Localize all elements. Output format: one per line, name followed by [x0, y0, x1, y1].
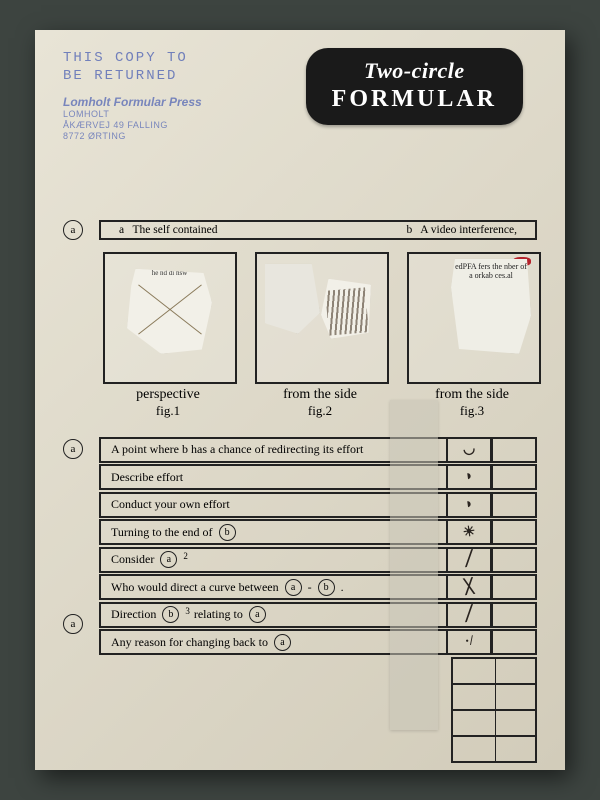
inline-circle-icon: a: [160, 551, 177, 568]
figure-2: from the side fig.2: [255, 252, 385, 419]
hand-mark-icon: ╱: [464, 551, 475, 569]
scribble-icon: [325, 287, 369, 335]
hand-mark-icon: ·/: [464, 634, 475, 651]
inline-circle-icon: b: [219, 524, 236, 541]
torn-collage-2a: [265, 264, 320, 334]
inline-circle-icon: a: [285, 579, 302, 596]
row-end-cell: [491, 437, 537, 463]
row-mark-cell: ╳: [446, 574, 491, 600]
row-text: Describe effort: [111, 470, 183, 485]
row-mark-cell: ◡: [446, 437, 491, 463]
row-end-cell: [491, 602, 537, 628]
title-badge: Two-circle FORMULAR: [306, 48, 523, 125]
tail-text: .: [341, 580, 344, 595]
torn-collage-1: he nd di nsw: [127, 269, 212, 354]
row-mark-cell: ·/: [446, 629, 491, 655]
fig2-sub: fig.2: [255, 403, 385, 419]
row-text: Consider: [111, 552, 154, 567]
figure-1: he nd di nsw perspective fig.1: [103, 252, 233, 419]
row-end-cell: [491, 629, 537, 655]
blank-row: [451, 711, 537, 737]
form-row: Any reason for changing back to a ·/: [99, 629, 537, 655]
heading-right: b A video interference,: [407, 224, 518, 236]
blank-row: [451, 685, 537, 711]
bullet-a-icon: a: [63, 439, 83, 459]
form-row: Who would direct a curve between a - b . ╳: [99, 574, 537, 600]
heading-left: a The self contained: [119, 224, 217, 236]
blank-row: [451, 657, 537, 685]
row-end-cell: [491, 464, 537, 490]
title-line-1: Two-circle: [332, 58, 497, 84]
figure-3: edPFA fers the nber of a orkab ces.al fr…: [407, 252, 537, 419]
row-text: Direction: [111, 607, 156, 622]
tape-overlay: [390, 400, 438, 730]
row-text: A point where b has a chance of redirect…: [111, 442, 363, 457]
inline-circle-icon: a: [249, 606, 266, 623]
blank-row: [451, 737, 537, 763]
bullet-a-icon: a: [63, 614, 83, 634]
fig1-caption: perspective: [103, 387, 233, 403]
row-end-cell: [491, 492, 537, 518]
hand-mark-icon: ◗: [464, 496, 475, 513]
form-row: Turning to the end of b ☀: [99, 519, 537, 545]
hand-mark-icon: ╱: [464, 606, 475, 624]
row-mark-cell: ☀: [446, 519, 491, 545]
row-mark-cell: ╱: [446, 547, 491, 573]
dash-text: -: [308, 580, 312, 595]
inline-circle-icon: b: [318, 579, 335, 596]
inline-circle-icon: a: [274, 634, 291, 651]
form-table: a a A point where b has a chance of redi…: [63, 437, 537, 763]
form-row: Consider a2 ╱: [99, 547, 537, 573]
table-body: A point where b has a chance of redirect…: [99, 437, 537, 763]
fig2-caption: from the side: [255, 387, 385, 403]
paper-document: THIS COPY TO BE RETURNED Lomholt Formula…: [35, 30, 565, 770]
hand-mark-icon: ☀: [462, 523, 477, 542]
bullet-a-icon: a: [63, 220, 83, 240]
torn-collage-3: edPFA fers the nber of a orkab ces.al: [451, 259, 531, 354]
title-line-2: FORMULAR: [332, 86, 497, 113]
row-end-cell: [491, 547, 537, 573]
row-mark-cell: ╱: [446, 602, 491, 628]
row-mark-cell: ◗: [446, 492, 491, 518]
hand-mark-icon: ◡: [462, 441, 476, 460]
figures-row: he nd di nsw perspective fig.1 from the …: [103, 252, 537, 419]
fig1-sub: fig.1: [103, 403, 233, 419]
press-sub-3: 8772 ØRTING: [63, 131, 537, 142]
heading-bar: a The self contained b A video interfere…: [99, 220, 537, 240]
row-text: Turning to the end of: [111, 525, 213, 540]
extra-blank-rows: [451, 657, 537, 763]
row-text: Conduct your own effort: [111, 497, 230, 512]
form-row: Direction b3 relating to a ╱: [99, 602, 537, 628]
form-row: A point where b has a chance of redirect…: [99, 437, 537, 463]
row-text: Who would direct a curve between: [111, 580, 279, 595]
row-end-cell: [491, 574, 537, 600]
inline-circle-icon: b: [162, 606, 179, 623]
tail-text: relating to: [194, 607, 243, 622]
row-end-cell: [491, 519, 537, 545]
row-text: Any reason for changing back to: [111, 635, 268, 650]
form-row: Conduct your own effort ◗: [99, 492, 537, 518]
hand-mark-icon: ◗: [464, 469, 475, 486]
hand-mark-icon: ╳: [464, 578, 475, 596]
superscript: 2: [183, 551, 188, 561]
side-bullets: a a: [63, 437, 83, 634]
heading-row: a a The self contained b A video interfe…: [63, 220, 537, 240]
row-mark-cell: ◗: [446, 464, 491, 490]
superscript: 3: [185, 606, 190, 616]
form-row: Describe effort ◗: [99, 464, 537, 490]
